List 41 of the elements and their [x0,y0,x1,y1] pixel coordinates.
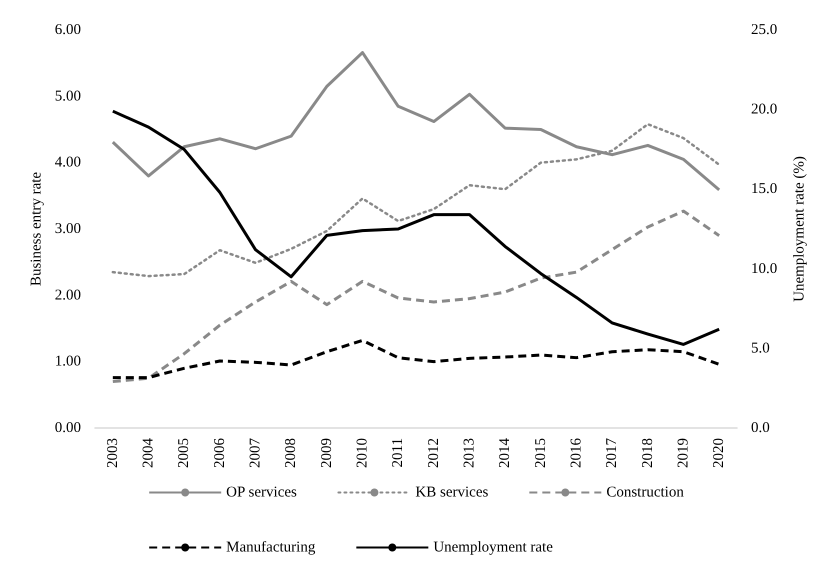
x-tick-label: 2004 [140,438,156,468]
x-tick-label: 2020 [711,438,728,468]
x-tick-label: 2012 [426,438,442,468]
legend-label: OP services [226,484,298,500]
legend-label: Manufacturing [226,540,316,556]
x-tick-label: 2019 [676,438,692,468]
y2-tick-label: 10.0 [751,260,778,277]
x-tick-label: 2006 [212,438,228,468]
x-tick-label: 2015 [532,438,549,468]
x-tick-label: 2014 [497,438,514,468]
x-tick-label: 2008 [283,438,300,468]
line-series [111,110,721,346]
line-series [111,338,721,380]
y-tick-label: 6.00 [54,22,81,38]
y2-axis-title: Unemployment rate (%) [792,156,808,302]
y-tick-label: 0.00 [54,420,81,436]
y2-tick-label: 25.0 [751,22,778,38]
y-tick-label: 1.00 [54,354,81,370]
x-tick-label: 2010 [354,438,370,468]
y2-tick-label: 20.0 [751,102,778,118]
y-axis-title: Business entry rate [28,172,44,286]
x-tick-label: 2011 [390,438,406,468]
line-series [111,210,721,384]
x-tick-label: 2007 [248,438,264,468]
y-tick-label: 4.00 [54,154,81,171]
x-tick-label: 2009 [318,438,335,468]
y2-tick-label: 0.0 [751,420,770,436]
y2-tick-label: 15.0 [751,181,778,198]
x-tick-label: 2013 [462,438,478,468]
legend-label: KB services [415,484,488,500]
x-tick-label: 2018 [640,438,656,468]
legend-label: Unemployment rate [433,540,554,556]
x-tick-label: 2017 [604,438,620,468]
y2-tick-label: 5.0 [751,340,770,356]
x-tick-label: 2003 [104,438,121,468]
x-tick-label: 2005 [176,438,192,468]
legend-label: Construction [606,484,684,500]
y-tick-label: 2.00 [54,287,81,304]
x-tick-label: 2016 [568,438,584,468]
y-tick-label: 3.00 [54,221,81,237]
y-tick-label: 5.00 [54,88,81,104]
